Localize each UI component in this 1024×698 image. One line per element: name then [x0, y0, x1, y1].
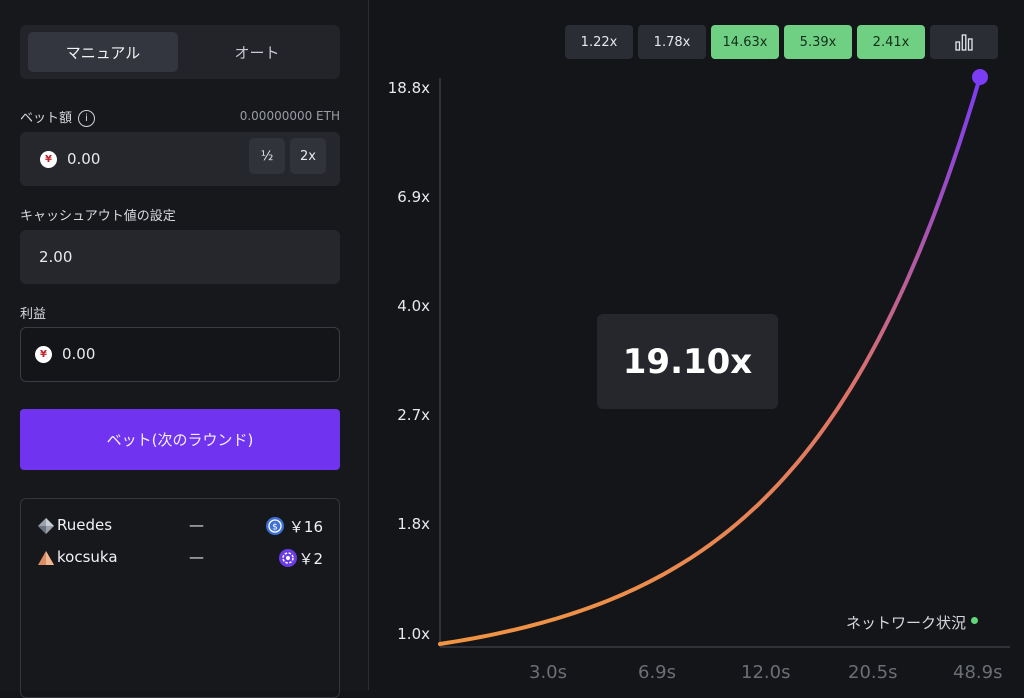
history-chip[interactable]: 1.78x [638, 25, 706, 59]
stats-button[interactable] [930, 25, 998, 59]
bronze-rank-icon [38, 551, 54, 565]
y-tick-label: 18.8x [387, 79, 430, 97]
player-row: kocsuka — ￥2 [37, 548, 327, 570]
cashout-field[interactable]: 2.00 [20, 230, 340, 284]
player-cashout: — [189, 548, 204, 566]
half-button[interactable]: ½ [249, 138, 285, 174]
cashout-value[interactable]: 2.00 [39, 248, 73, 266]
x-tick-label: 3.0s [529, 662, 568, 683]
bar-chart-icon [955, 34, 973, 51]
bet-button[interactable]: ベット(次のラウンド) [20, 409, 340, 470]
bet-panel: マニュアル オート ベット額 i 0.00000000 ETH ¥ 0.00 ½ … [0, 0, 368, 698]
y-tick-label: 4.0x [397, 297, 430, 315]
panel-divider [368, 0, 369, 690]
bet-amount-value[interactable]: 0.00 [67, 150, 101, 168]
bet-amount-label-text: ベット額 [20, 111, 73, 126]
x-tick-label: 6.9s [638, 662, 677, 683]
yen-coin-icon: ¥ [40, 151, 57, 168]
player-name: kocsuka [57, 548, 118, 566]
cashout-label: キャッシュアウト値の設定 [20, 209, 176, 224]
player-cashout: — [189, 516, 204, 534]
tab-manual[interactable]: マニュアル [28, 32, 178, 72]
history-chip[interactable]: 1.22x [565, 25, 633, 59]
player-name: Ruedes [57, 516, 113, 534]
bet-amount-field[interactable]: ¥ 0.00 ½ 2x [20, 132, 340, 186]
balance-text: 0.00000000 ETH [239, 109, 340, 123]
profit-label: 利益 [20, 307, 47, 322]
info-icon[interactable]: i [78, 110, 96, 127]
history-chip[interactable]: 5.39x [784, 25, 852, 59]
curve-head-dot [972, 69, 988, 85]
current-multiplier: 19.10x [597, 314, 778, 409]
history-chip[interactable]: 14.63x [711, 25, 779, 59]
history-chip[interactable]: 2.41x [857, 25, 925, 59]
profit-field: ¥ 0.00 [20, 327, 340, 382]
chip-coin-icon [279, 549, 297, 567]
yen-coin-icon: ¥ [35, 346, 52, 363]
tab-auto[interactable]: オート [234, 43, 280, 62]
y-tick-label: 2.7x [397, 406, 430, 424]
network-status-dot [971, 617, 978, 624]
mode-switch: マニュアル オート [20, 25, 340, 79]
y-tick-label: 1.8x [397, 515, 430, 533]
player-row: Ruedes — $ ￥16 [37, 516, 327, 538]
bet-amount-label: ベット額 i [20, 107, 96, 127]
diamond-rank-icon [38, 518, 54, 534]
network-status-label: ネットワーク状況 [845, 614, 966, 632]
svg-text:$: $ [272, 523, 278, 533]
profit-value: 0.00 [62, 345, 96, 363]
y-tick-label: 6.9x [397, 188, 430, 206]
x-tick-label: 12.0s [741, 662, 791, 683]
player-amount: ￥2 [298, 550, 323, 568]
usdc-coin-icon: $ [266, 517, 284, 535]
players-list: Ruedes — $ ￥16 kocsuka — ￥2 [20, 498, 340, 698]
double-button[interactable]: 2x [290, 138, 326, 174]
x-tick-label: 20.5s [848, 662, 898, 683]
player-amount: ￥16 [288, 518, 323, 536]
y-tick-label: 1.0x [397, 625, 430, 643]
x-tick-label: 48.9s [953, 662, 1003, 683]
